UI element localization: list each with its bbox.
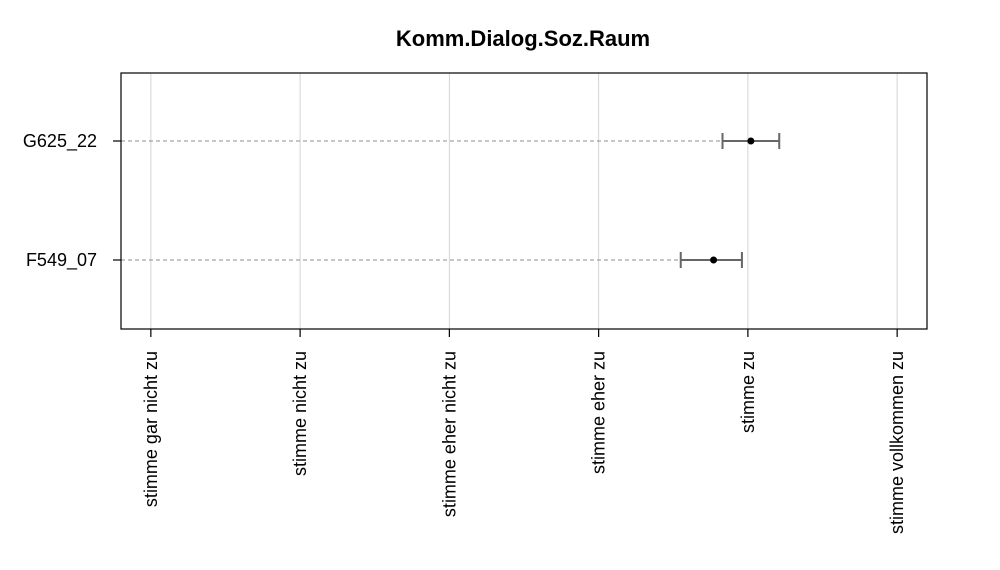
x-tick-label: stimme eher zu bbox=[589, 351, 609, 474]
x-tick-label: stimme vollkommen zu bbox=[887, 351, 907, 534]
rows-layer: G625_22 F549_07 bbox=[23, 131, 781, 271]
mean-point bbox=[710, 256, 718, 264]
grid-layer bbox=[150, 73, 898, 329]
plot-frame bbox=[120, 72, 928, 330]
y-tick-label: G625_22 bbox=[23, 131, 97, 152]
x-axis: stimme gar nicht zu stimme nicht zu stimme… bbox=[141, 329, 907, 534]
x-tick-label: stimme gar nicht zu bbox=[141, 351, 161, 507]
x-tick-label: stimme nicht zu bbox=[290, 351, 310, 476]
x-tick-label: stimme eher nicht zu bbox=[439, 351, 459, 517]
chart-title: Komm.Dialog.Soz.Raum bbox=[396, 26, 650, 51]
mean-point bbox=[747, 137, 755, 145]
x-tick-label: stimme zu bbox=[738, 351, 758, 433]
y-tick-label: F549_07 bbox=[26, 250, 97, 271]
